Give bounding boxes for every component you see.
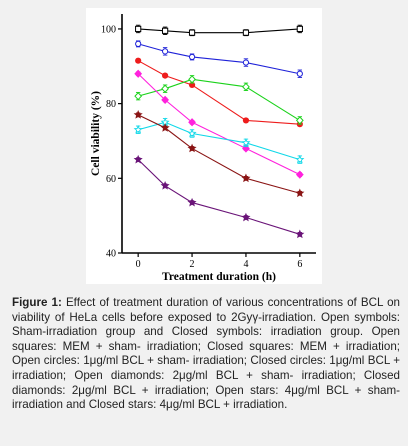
- series-2-line: [137, 60, 300, 125]
- y-tick-label-40: 40: [106, 249, 116, 260]
- series-0-point-4: [296, 25, 303, 33]
- series-1-point-3: [242, 59, 250, 66]
- series-5-point-4: [295, 154, 305, 164]
- x-tick-label-2: 2: [190, 259, 195, 270]
- x-tick-label-0: 0: [136, 259, 141, 270]
- series-4-point-4: [295, 170, 304, 179]
- series-6-point-2: [187, 143, 197, 153]
- series-2-point-1: [162, 72, 169, 79]
- y-tick-label-80: 80: [106, 99, 116, 110]
- x-tick-label-6: 6: [297, 259, 302, 270]
- series-6-point-1: [160, 123, 170, 132]
- series-6-point-0: [133, 110, 143, 119]
- series-3-point-0: [134, 92, 143, 101]
- series-5-point-0: [133, 125, 143, 134]
- series-7-point-2: [187, 197, 197, 207]
- figure-caption: Figure 1: Effect of treatment duration o…: [12, 296, 400, 413]
- series-3-point-4: [295, 116, 304, 125]
- series-5-point-2: [187, 128, 197, 138]
- series-3-point-2: [188, 75, 196, 84]
- cell-viability-chart: 40 60 80 100 0 2 4 6 Treatment duration (h) Cell …: [90, 14, 316, 283]
- series-1-point-4: [296, 70, 303, 77]
- series-6-point-3: [241, 173, 251, 183]
- series-3-point-1: [161, 84, 169, 93]
- y-tick-label-100: 100: [101, 24, 116, 35]
- plot-area: 40 60 80 100 0 2 4 6 Treatment duration (h) Cell …: [86, 8, 322, 284]
- series-1-point-2: [188, 53, 196, 61]
- series-0-point-0: [135, 25, 142, 33]
- series-4-point-0: [134, 69, 143, 78]
- series-4-point-2: [188, 118, 196, 127]
- caption-text: Effect of treatment duration of various …: [12, 296, 400, 412]
- series-1-point-1: [162, 48, 169, 55]
- series-0-point-1: [162, 27, 169, 34]
- y-axis-label: Cell viability (%): [90, 91, 102, 176]
- series-4-point-1: [161, 95, 169, 105]
- series-5-point-3: [241, 138, 251, 147]
- series-7-point-0: [133, 154, 143, 164]
- x-tick-label-4: 4: [243, 259, 248, 270]
- series-2-point-0: [135, 57, 142, 64]
- series-1-line: [138, 43, 300, 75]
- series-7-point-4: [295, 229, 305, 239]
- caption-label: Figure 1:: [12, 296, 62, 309]
- series-7-point-1: [160, 181, 170, 190]
- x-axis-label: Treatment duration (h): [162, 271, 276, 283]
- series-1-point-0: [135, 40, 142, 47]
- series-6-point-4: [295, 188, 305, 198]
- series-0-point-3: [242, 29, 250, 36]
- series-7-point-3: [241, 212, 251, 222]
- series-7-line: [137, 159, 300, 235]
- series-0-point-2: [188, 29, 196, 36]
- y-tick-label-60: 60: [106, 174, 116, 185]
- series-2-point-3: [242, 117, 250, 124]
- series-3-point-3: [242, 82, 250, 91]
